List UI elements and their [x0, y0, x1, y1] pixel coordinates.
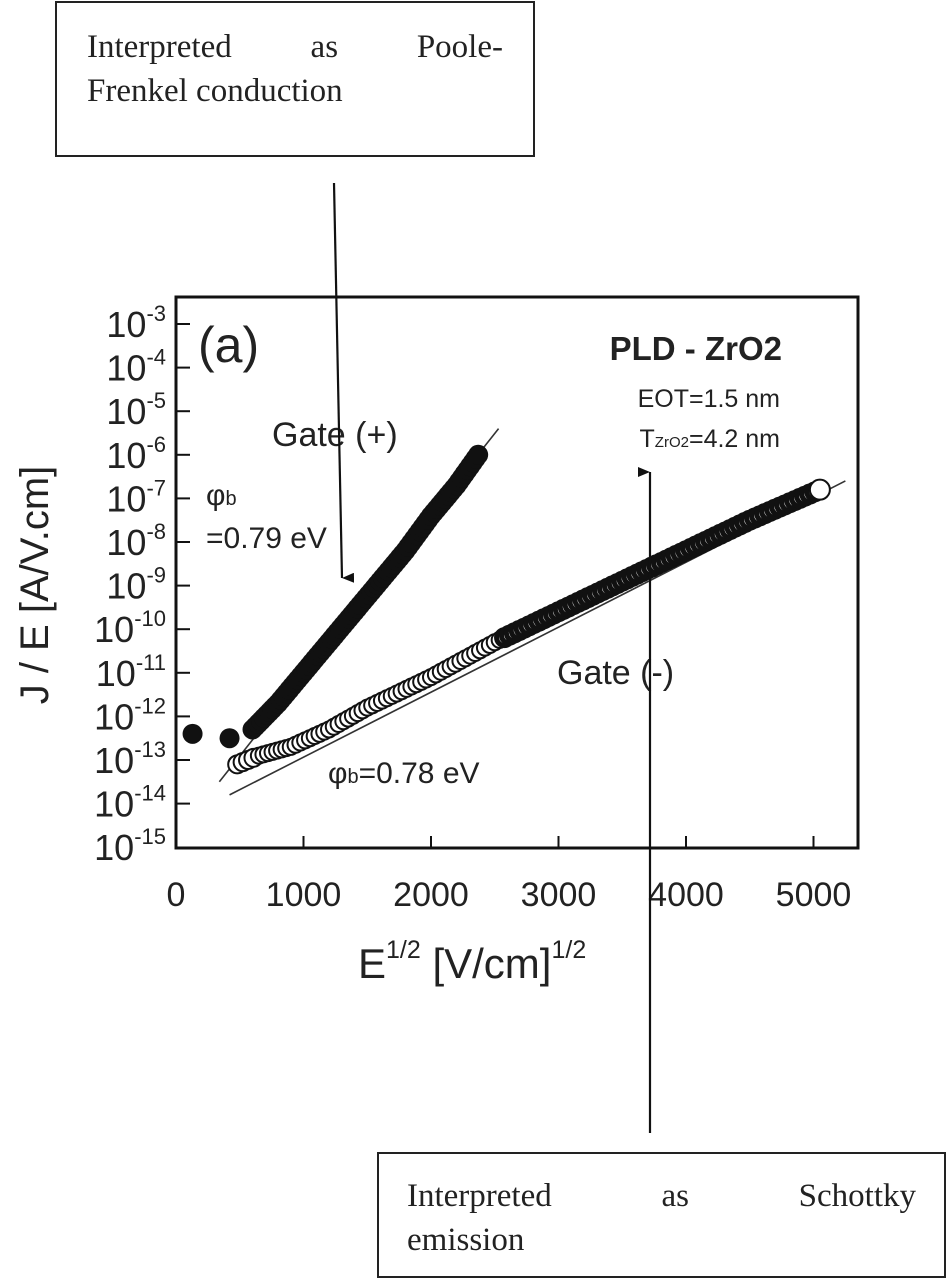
callout-top-line1: Interpreted as Poole-	[87, 29, 503, 65]
series-gate-positive	[182, 444, 489, 749]
y-axis-label: J / E [A/V.cm]	[13, 466, 57, 705]
y-tick-label: 10-13	[94, 737, 166, 781]
callout-poole-frenkel: Interpreted as Poole- Frenkel conduction	[55, 1, 535, 157]
x-tick-label: 1000	[266, 876, 342, 914]
y-tick-label: 10-12	[94, 693, 166, 737]
y-tick-label: 10-11	[96, 650, 166, 694]
data-point-filled	[219, 728, 240, 749]
y-tick-label: 10-10	[94, 606, 166, 650]
label-gate-positive: Gate (+)	[272, 416, 398, 454]
y-tick-label: 10-4	[106, 345, 166, 389]
sample-title: PLD - ZrO2	[610, 330, 782, 367]
x-tick-label: 2000	[393, 876, 469, 914]
callout-bottom-line1: Interpreted as Schottky	[407, 1178, 916, 1214]
data-point-open	[808, 478, 831, 501]
callout-top-line2: Frenkel conduction	[87, 73, 343, 109]
y-tick-label: 10-9	[106, 563, 166, 607]
data-point-filled	[182, 723, 203, 744]
callout-schottky: Interpreted as Schottky emission	[377, 1152, 946, 1278]
data-point-filled	[468, 444, 489, 465]
plot-frame	[174, 295, 860, 850]
y-tick-label: 10-6	[106, 432, 166, 476]
x-tick-label: 5000	[776, 876, 852, 914]
panel-label: (a)	[198, 317, 259, 373]
label-gate-negative: Gate (-)	[557, 654, 674, 692]
sample-eot: EOT=1.5 nm	[638, 385, 780, 413]
y-tick-label: 10-7	[106, 475, 166, 519]
y-tick-label: 10-14	[94, 781, 166, 825]
phi-positive-value: =0.79 eV	[206, 522, 327, 555]
x-tick-label: 4000	[648, 876, 724, 914]
y-tick-label: 10-15	[94, 824, 166, 868]
callout-bottom-line2: emission	[407, 1222, 525, 1258]
y-tick-label: 10-8	[106, 519, 166, 563]
phi-negative-label: φb=0.78 eV	[328, 757, 480, 790]
y-axis-ticks: 10-310-410-510-610-710-810-910-1010-1110…	[94, 301, 190, 868]
y-tick-label: 10-5	[106, 388, 166, 432]
series-gate-negative	[227, 478, 831, 775]
sample-thickness: TZrO2=4.2 nm	[640, 425, 780, 453]
x-tick-label: 0	[167, 876, 186, 914]
y-tick-label: 10-3	[106, 301, 166, 345]
phi-positive-label: φb	[206, 479, 237, 512]
arrow-poole-frenkel	[332, 182, 355, 583]
x-tick-label: 3000	[521, 876, 597, 914]
x-axis-ticks: 0 1000 2000 3000 4000 5000	[167, 836, 852, 914]
x-axis-label: E1/2 [V/cm]1/2	[358, 936, 586, 987]
